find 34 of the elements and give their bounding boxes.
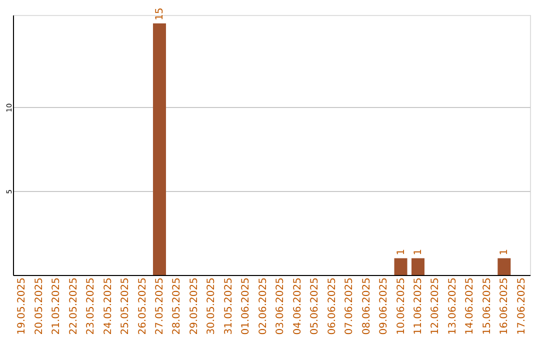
x-tick-label: 06.06.2025 — [326, 278, 338, 335]
x-tick-label: 11.06.2025 — [412, 278, 424, 335]
x-tick-label: 25.05.2025 — [120, 278, 132, 335]
data-label: 1 — [499, 248, 510, 256]
x-tick-label: 19.05.2025 — [16, 278, 28, 335]
x-tick-label: 21.05.2025 — [51, 278, 62, 335]
x-tick-label: 20.05.2025 — [34, 278, 45, 335]
data-label: 15 — [154, 8, 166, 20]
x-tick-label: 08.06.2025 — [361, 278, 372, 335]
x-tick-label: 27.05.2025 — [154, 278, 166, 335]
x-tick-label: 31.05.2025 — [223, 278, 234, 335]
x-tick-label: 26.05.2025 — [137, 278, 148, 335]
x-tick-label: 09.06.2025 — [378, 278, 390, 335]
x-tick-label: 10.06.2025 — [396, 278, 407, 335]
data-label: 1 — [412, 248, 424, 256]
x-tick-label: 17.06.2025 — [516, 278, 528, 335]
x-tick-label: 23.05.2025 — [86, 278, 97, 335]
x-tick-label: 30.05.2025 — [206, 278, 218, 335]
x-tick-label: 04.06.2025 — [292, 278, 304, 335]
x-tick-label: 01.06.2025 — [240, 278, 252, 335]
x-tick-label: 02.06.2025 — [258, 278, 269, 335]
x-tick-label: 16.06.2025 — [499, 278, 510, 335]
x-tick-label: 29.05.2025 — [188, 278, 200, 335]
x-tick-label: 12.06.2025 — [430, 278, 442, 335]
x-tick-label: 13.06.2025 — [447, 278, 458, 335]
x-tick-label: 24.05.2025 — [102, 278, 114, 335]
x-tick-label: 05.06.2025 — [310, 278, 321, 335]
x-tick-label: 15.06.2025 — [482, 278, 493, 335]
x-tick-label: 22.05.2025 — [68, 278, 80, 335]
x-tick-label: 07.06.2025 — [344, 278, 356, 335]
data-label: 1 — [396, 248, 407, 256]
x-tick-label: 03.06.2025 — [275, 278, 286, 335]
x-tick-label: 14.06.2025 — [464, 278, 476, 335]
x-tick-label: 28.05.2025 — [172, 278, 183, 335]
